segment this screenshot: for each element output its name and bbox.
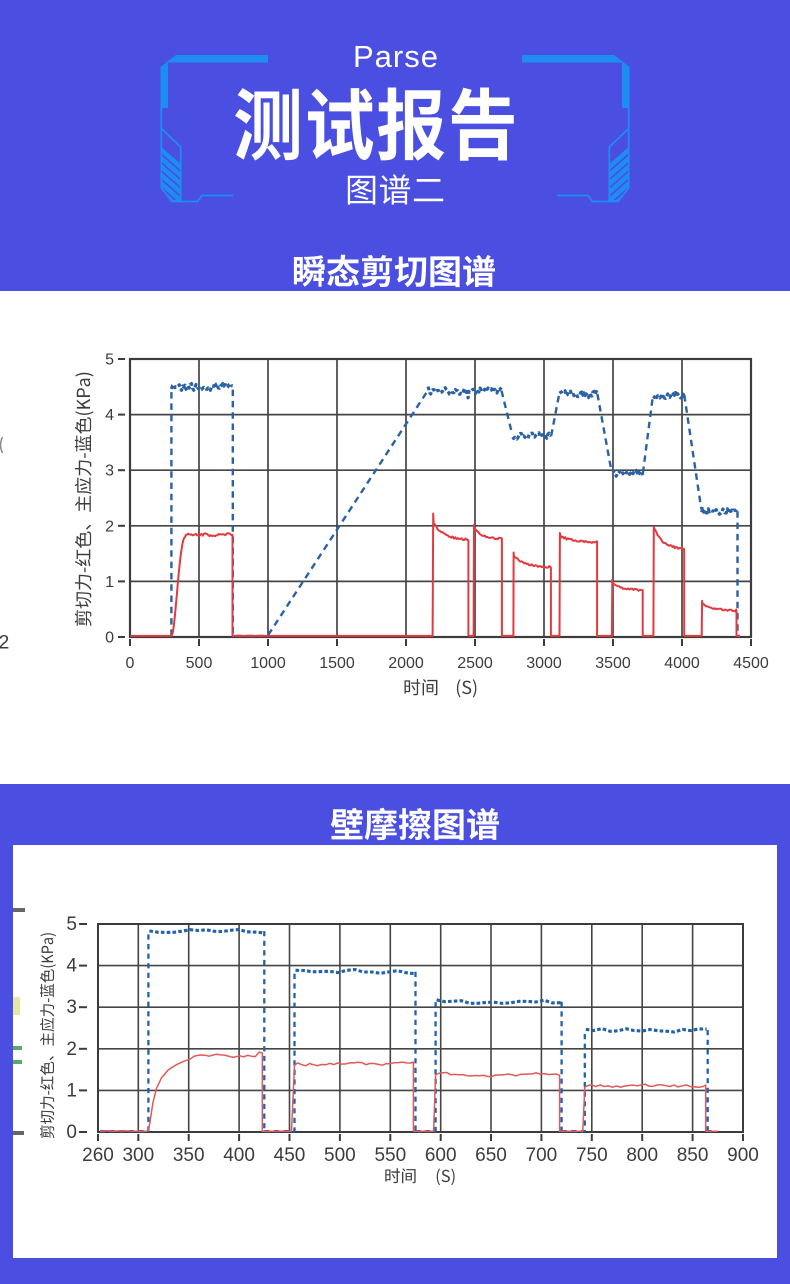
svg-text:4000: 4000 [664, 655, 700, 672]
svg-text:4: 4 [105, 407, 114, 424]
svg-text:650: 650 [475, 1145, 507, 1166]
svg-text:450: 450 [274, 1145, 306, 1166]
svg-text:800: 800 [626, 1145, 658, 1166]
svg-text:1: 1 [105, 574, 114, 591]
svg-text:3500: 3500 [595, 655, 631, 672]
svg-text:260: 260 [82, 1145, 114, 1166]
svg-text:2: 2 [66, 1039, 77, 1060]
svg-text:850: 850 [677, 1145, 709, 1166]
svg-text:2000: 2000 [388, 655, 424, 672]
svg-text:750: 750 [576, 1145, 608, 1166]
svg-text:500: 500 [186, 655, 213, 672]
svg-text:4500: 4500 [733, 655, 769, 672]
svg-text:2500: 2500 [457, 655, 493, 672]
svg-text:1500: 1500 [319, 655, 355, 672]
svg-text:1: 1 [66, 1080, 77, 1101]
svg-text:600: 600 [425, 1145, 457, 1166]
svg-text:3: 3 [105, 463, 114, 480]
svg-text:0: 0 [126, 655, 135, 672]
svg-text:500: 500 [324, 1145, 356, 1166]
svg-text:2: 2 [0, 632, 9, 654]
svg-text:700: 700 [526, 1145, 558, 1166]
svg-text:0: 0 [66, 1122, 77, 1143]
svg-text:3: 3 [66, 997, 77, 1018]
svg-text:900: 900 [727, 1145, 759, 1166]
svg-text:550: 550 [374, 1145, 406, 1166]
svg-text:4: 4 [66, 956, 77, 977]
svg-text:3000: 3000 [526, 655, 562, 672]
svg-text:5: 5 [66, 914, 77, 935]
svg-text:0: 0 [105, 630, 114, 647]
svg-text:5: 5 [105, 352, 114, 369]
svg-text:400: 400 [223, 1145, 255, 1166]
svg-text:1000: 1000 [250, 655, 286, 672]
svg-text:2: 2 [105, 518, 114, 535]
svg-text:300: 300 [122, 1145, 154, 1166]
svg-text:Parse: Parse [353, 39, 439, 74]
svg-text:350: 350 [173, 1145, 205, 1166]
